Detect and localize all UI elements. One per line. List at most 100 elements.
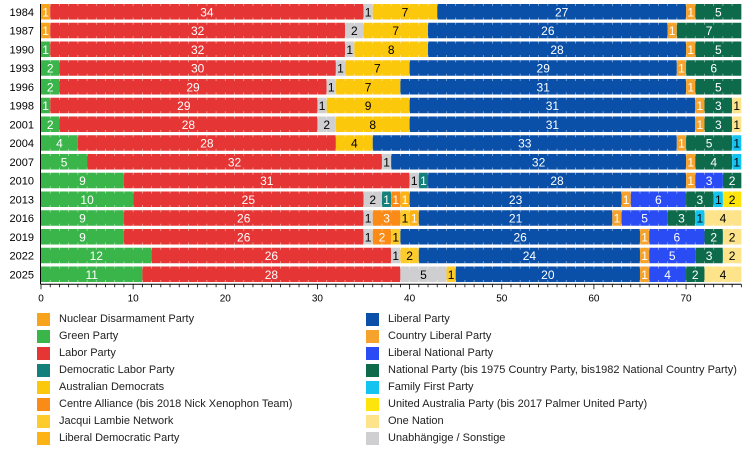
data-label: 26 (541, 24, 555, 38)
data-label: 23 (509, 193, 523, 207)
bar-segment-ca (391, 191, 401, 207)
bar-segment-alp (133, 191, 364, 207)
data-label: 4 (710, 155, 717, 169)
data-label: 7 (365, 80, 372, 94)
data-label: 1 (687, 80, 694, 94)
bar-segment-dem (345, 60, 410, 76)
bar-segment-alp (151, 247, 392, 264)
bar-segment-dem (326, 97, 410, 114)
data-label: 1 (733, 118, 740, 132)
data-label: 2 (47, 118, 54, 132)
bar-row-2019: 9 26 1 2 1 26 1 6 2 2 (41, 229, 742, 245)
data-label: 4 (720, 212, 727, 226)
legend-label: One Nation (388, 415, 444, 427)
data-label: 2 (351, 24, 358, 38)
bar-segment-ff (732, 154, 742, 170)
legend-swatch (366, 415, 379, 428)
bar-segment-jln (391, 229, 401, 245)
legend-label: United Australia Party (bis 2017 Palmer … (388, 398, 648, 410)
bar-segment-alp (50, 97, 318, 114)
data-label: 9 (365, 99, 372, 113)
data-label: 1 (392, 193, 399, 207)
bar-segment-lnp (649, 266, 687, 282)
data-label: 1 (392, 230, 399, 244)
bar-segment-nat (686, 60, 742, 76)
bar-segment-ca (372, 229, 392, 245)
bar-segment-alp (59, 79, 327, 95)
data-label: 1 (448, 268, 455, 282)
legend-label: Liberal Democratic Party (59, 432, 180, 444)
data-label: 2 (729, 193, 736, 207)
bar-segment-grn (41, 97, 51, 114)
legend-swatch (366, 432, 379, 445)
bar-segment-alp (50, 4, 364, 20)
legend-label: Nuclear Disarmament Party (59, 313, 195, 325)
data-label: 2 (729, 174, 736, 188)
data-label: 1 (328, 80, 335, 94)
bar-segment-ff (732, 135, 742, 151)
data-label: 12 (90, 249, 104, 263)
year-label: 2025 (10, 269, 34, 281)
bar-segment-ind (335, 60, 346, 76)
bar-segment-lib (391, 154, 687, 170)
data-label: 9 (79, 230, 86, 244)
bar-segment-jln (400, 247, 419, 264)
data-label: 2 (323, 118, 330, 132)
bar-row-2007: 5 32 1 32 1 4 1 (41, 154, 742, 170)
data-label: 1 (614, 212, 621, 226)
data-label: 1 (687, 43, 694, 57)
data-label: 2 (369, 193, 376, 207)
bar-segment-clp (639, 247, 650, 264)
bar-segment-dem (354, 41, 429, 57)
legend-label: Jacqui Lambie Network (59, 415, 174, 427)
x-tick-label: 40 (404, 293, 416, 304)
bar-segment-lib (409, 116, 696, 132)
bar-segment-grn (41, 210, 124, 226)
data-label: 2 (729, 249, 736, 263)
year-label: 1984 (10, 7, 34, 19)
bar-segment-clp (612, 210, 622, 226)
data-label: 5 (61, 155, 68, 169)
bar-segment-ind (391, 247, 401, 264)
legend-label: Centre Alliance (bis 2018 Nick Xenophon … (59, 398, 293, 410)
bar-segment-grn (41, 247, 152, 264)
data-label: 1 (392, 249, 399, 263)
bar-segment-on (704, 210, 742, 226)
data-label: 1 (641, 268, 648, 282)
data-label: 4 (351, 137, 358, 151)
data-label: 3 (706, 249, 713, 263)
data-label: 21 (509, 212, 523, 226)
bar-segment-ind (345, 41, 355, 57)
bar-segment-clp (621, 191, 631, 207)
data-label: 26 (265, 249, 279, 263)
data-label: 26 (237, 230, 251, 244)
bar-segment-lib (409, 60, 677, 76)
bar-segment-nat (667, 210, 696, 226)
bar-segment-ind (363, 191, 382, 207)
bar-segment-alp (50, 41, 346, 57)
year-label: 2001 (10, 119, 34, 131)
x-tick-label: 20 (220, 293, 232, 304)
bar-segment-dem (363, 22, 429, 39)
bar-segment-ind (400, 266, 447, 282)
bar-segment-nat (695, 41, 742, 57)
bar-segment-grn (41, 41, 51, 57)
bar-segment-lib (400, 79, 687, 95)
legend-label: Green Party (59, 330, 119, 342)
data-label: 9 (79, 174, 86, 188)
bar-segment-grn (41, 172, 124, 189)
bar-segment-on (704, 266, 742, 282)
data-label: 2 (47, 80, 54, 94)
bar-segment-nat (695, 79, 742, 95)
bar-segment-alp (123, 210, 364, 226)
bar-segment-nat (704, 116, 733, 132)
legend-label: Country Liberal Party (388, 330, 492, 342)
data-label: 3 (715, 118, 722, 132)
bar-segment-ca (372, 210, 401, 226)
legend-swatch (366, 381, 379, 394)
bar-row-1987: 1 32 2 7 26 1 7 (41, 22, 742, 39)
bar-segment-lnp (630, 191, 687, 207)
data-label: 1 (641, 249, 648, 263)
data-label: 31 (546, 99, 560, 113)
year-label: 1998 (10, 101, 34, 113)
